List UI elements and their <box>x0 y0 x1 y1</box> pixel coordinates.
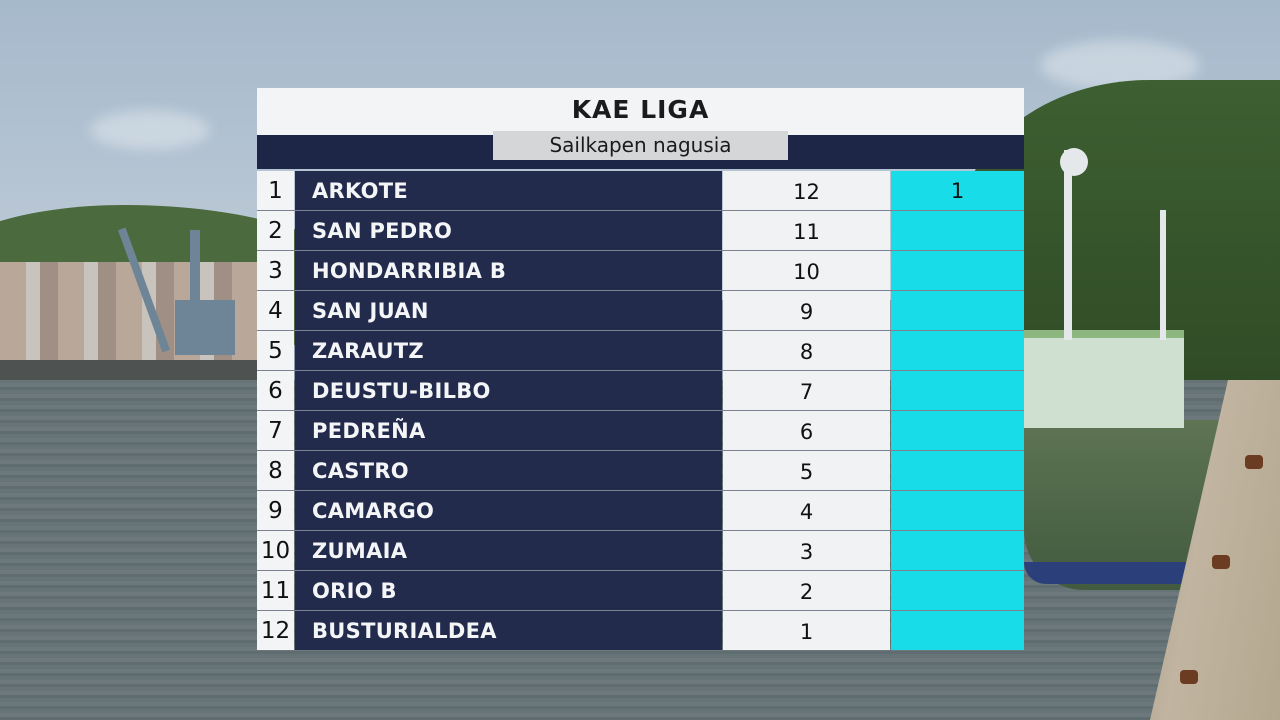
points: 11 <box>723 211 890 250</box>
extra-value <box>891 571 1024 610</box>
points: 3 <box>723 531 890 570</box>
standings-panel: KAE LIGA Sailkapen nagusia 1 ARKOTE 12 1… <box>257 88 1024 651</box>
extra-value <box>891 451 1024 490</box>
points: 2 <box>723 571 890 610</box>
league-title: KAE LIGA <box>257 88 1024 135</box>
team-name: SAN PEDRO <box>295 211 722 250</box>
points: 7 <box>723 371 890 410</box>
bollard <box>1180 670 1198 684</box>
standings-row: 7 PEDREÑA 6 <box>257 411 1024 451</box>
standings-row: 11 ORIO B 2 <box>257 571 1024 611</box>
team-name: CAMARGO <box>295 491 722 530</box>
points: 5 <box>723 451 890 490</box>
position: 4 <box>257 291 294 330</box>
points: 9 <box>723 291 890 330</box>
ship-mast <box>1064 150 1072 340</box>
extra-value <box>891 291 1024 330</box>
row-divider <box>257 490 1024 491</box>
position: 9 <box>257 491 294 530</box>
standings-row: 6 DEUSTU-BILBO 7 <box>257 371 1024 411</box>
standings-row: 5 ZARAUTZ 8 <box>257 331 1024 371</box>
team-name: ORIO B <box>295 571 722 610</box>
row-divider <box>257 610 1024 611</box>
row-divider <box>257 410 1024 411</box>
position: 7 <box>257 411 294 450</box>
points: 8 <box>723 331 890 370</box>
team-name: BUSTURIALDEA <box>295 611 722 650</box>
standings-row: 2 SAN PEDRO 11 <box>257 211 1024 251</box>
team-name: PEDREÑA <box>295 411 722 450</box>
standings-row: 8 CASTRO 5 <box>257 451 1024 491</box>
row-divider <box>257 290 1024 291</box>
row-divider <box>257 530 1024 531</box>
team-name: ARKOTE <box>295 171 722 210</box>
row-divider <box>257 370 1024 371</box>
row-divider <box>257 210 1024 211</box>
standings-row: 4 SAN JUAN 9 <box>257 291 1024 331</box>
standings-row: 1 ARKOTE 12 1 <box>257 171 1024 211</box>
team-name: HONDARRIBIA B <box>295 251 722 290</box>
standings-row: 12 BUSTURIALDEA 1 <box>257 611 1024 651</box>
position: 1 <box>257 171 294 210</box>
team-name: ZARAUTZ <box>295 331 722 370</box>
extra-value: 1 <box>891 171 1024 210</box>
standings-row: 3 HONDARRIBIA B 10 <box>257 251 1024 291</box>
standings-row: 9 CAMARGO 4 <box>257 491 1024 531</box>
position: 5 <box>257 331 294 370</box>
points: 1 <box>723 611 890 650</box>
extra-value <box>891 411 1024 450</box>
extra-value <box>891 611 1024 650</box>
team-name: SAN JUAN <box>295 291 722 330</box>
position: 8 <box>257 451 294 490</box>
crane <box>175 300 235 355</box>
bollard <box>1212 555 1230 569</box>
extra-value <box>891 371 1024 410</box>
points: 4 <box>723 491 890 530</box>
cloud <box>90 110 210 150</box>
position: 10 <box>257 531 294 570</box>
row-divider <box>257 250 1024 251</box>
ship-mast <box>1160 210 1166 340</box>
position: 2 <box>257 211 294 250</box>
team-name: DEUSTU-BILBO <box>295 371 722 410</box>
crane <box>190 230 200 355</box>
position: 11 <box>257 571 294 610</box>
radar-dome <box>1060 148 1088 176</box>
points: 6 <box>723 411 890 450</box>
position: 3 <box>257 251 294 290</box>
standings-table: 1 ARKOTE 12 1 2 SAN PEDRO 11 3 HONDARRIB… <box>257 171 1024 651</box>
team-name: ZUMAIA <box>295 531 722 570</box>
row-divider <box>257 330 1024 331</box>
row-divider <box>257 570 1024 571</box>
position: 12 <box>257 611 294 650</box>
ship-cabin <box>1024 330 1184 428</box>
extra-value <box>891 491 1024 530</box>
extra-value <box>891 331 1024 370</box>
extra-value <box>891 211 1024 250</box>
standings-row: 10 ZUMAIA 3 <box>257 531 1024 571</box>
extra-value <box>891 251 1024 290</box>
ship-stripe <box>1024 562 1224 584</box>
position: 6 <box>257 371 294 410</box>
extra-value <box>891 531 1024 570</box>
standings-subtitle: Sailkapen nagusia <box>493 131 788 160</box>
row-divider <box>257 450 1024 451</box>
bollard <box>1245 455 1263 469</box>
points: 12 <box>723 171 890 210</box>
team-name: CASTRO <box>295 451 722 490</box>
points: 10 <box>723 251 890 290</box>
